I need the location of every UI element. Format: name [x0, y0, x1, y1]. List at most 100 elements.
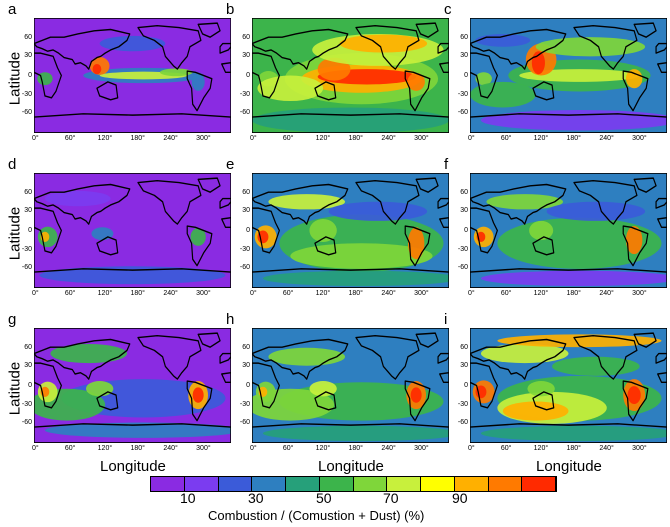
map-frame	[470, 173, 667, 288]
lon-tick-label: 180°	[130, 445, 145, 452]
colorbar-swatch	[151, 477, 185, 491]
field-region	[159, 68, 193, 77]
field-region	[252, 107, 449, 133]
lon-tick-label: 240°	[163, 290, 178, 297]
lon-tick-label: 60°	[500, 135, 512, 142]
coastline	[252, 207, 280, 254]
map-panel-c	[470, 18, 667, 133]
lon-tick-label: 240°	[163, 135, 178, 142]
lon-tick-label: 240°	[599, 445, 614, 452]
lon-tick-label: 60°	[282, 445, 294, 452]
lon-tick-label: 60°	[500, 445, 512, 452]
lat-tick-label: -30	[457, 401, 468, 409]
coastline	[186, 380, 213, 422]
lon-tick-label: 0°	[250, 445, 257, 452]
lon-tick-label: 240°	[381, 290, 396, 297]
lat-tick-label: 0	[246, 381, 250, 389]
lat-tick-label: -60	[239, 264, 250, 272]
colorbar-swatch	[319, 477, 354, 491]
coastline	[252, 362, 280, 409]
coastline	[573, 179, 638, 225]
x-axis-label-col2: Longitude	[318, 458, 384, 475]
field-region	[191, 72, 205, 91]
field-region	[407, 72, 425, 91]
field-region	[535, 37, 646, 57]
coastline	[470, 207, 498, 254]
colorbar-swatch	[387, 477, 421, 491]
field-region	[328, 201, 428, 221]
lon-tick-label: 120°	[315, 290, 331, 297]
coastline	[219, 352, 231, 364]
lat-tick-label: 30	[24, 361, 32, 369]
lat-tick-label: 60	[242, 33, 250, 41]
lon-tick-label: 240°	[381, 135, 396, 142]
field-region	[268, 194, 346, 210]
lat-tick-label: -30	[239, 246, 250, 254]
coastline	[415, 332, 439, 348]
map-a	[34, 18, 231, 133]
field-region	[190, 227, 206, 246]
field-region	[497, 334, 662, 348]
map-frame	[252, 328, 449, 443]
lat-tick-label: 0	[464, 71, 468, 79]
map-frame	[470, 328, 667, 443]
lon-tick-label: 300°	[196, 290, 211, 297]
coastline	[34, 423, 231, 443]
lon-tick-label: 300°	[196, 445, 211, 452]
map-panel-i	[470, 328, 667, 443]
field-region	[625, 226, 643, 255]
coastline	[657, 62, 667, 74]
lon-tick-label: 180°	[566, 445, 581, 452]
coastline	[252, 268, 449, 288]
coastline	[470, 362, 498, 409]
lon-tick-label: 0°	[32, 445, 39, 452]
lat-tick-label: 30	[24, 206, 32, 214]
coastline	[532, 81, 555, 101]
coastline	[314, 236, 337, 256]
lat-tick-label: -60	[239, 419, 250, 427]
coastline	[34, 113, 231, 133]
field-region	[486, 194, 564, 210]
map-d	[34, 173, 231, 288]
coastline	[252, 28, 349, 70]
field-region	[268, 347, 346, 366]
x-axis-label-col1: Longitude	[100, 458, 166, 475]
lat-tick-label: 60	[24, 343, 32, 351]
field-region	[470, 81, 536, 108]
map-c	[470, 18, 667, 133]
map-panel-h	[252, 328, 449, 443]
x-axis-label-col3: Longitude	[536, 458, 602, 475]
coastline	[470, 113, 667, 133]
coastline	[622, 380, 649, 422]
panel-label-h: h	[226, 311, 235, 328]
map-frame	[252, 173, 449, 288]
lat-tick-label: 30	[460, 361, 468, 369]
coastline	[437, 352, 449, 364]
lon-tick-label: 60°	[282, 290, 294, 297]
coastline	[96, 81, 119, 101]
lat-tick-label: 0	[28, 71, 32, 79]
lon-tick-label: 0°	[468, 445, 475, 452]
colorbar-tick-70: 70	[383, 490, 399, 506]
coastline	[655, 42, 667, 54]
coastline	[137, 179, 202, 225]
panel-label-c: c	[444, 1, 452, 18]
lon-tick-label: 0°	[32, 290, 39, 297]
map-g	[34, 328, 231, 443]
lat-tick-label: 0	[28, 381, 32, 389]
lat-tick-label: -60	[21, 264, 32, 272]
lat-tick-label: 60	[24, 33, 32, 41]
coastline	[532, 391, 555, 411]
field-region	[257, 75, 324, 102]
lon-tick-label: 120°	[315, 135, 331, 142]
lon-tick-label: 0°	[250, 290, 257, 297]
colorbar-swatch	[522, 477, 556, 491]
lon-tick-label: 240°	[381, 445, 396, 452]
map-frame	[34, 328, 231, 443]
lat-tick-label: 0	[246, 71, 250, 79]
lon-tick-label: 120°	[533, 135, 549, 142]
lat-tick-label: -30	[21, 246, 32, 254]
coastline	[137, 24, 202, 70]
coastline	[415, 177, 439, 193]
field-region	[309, 381, 337, 397]
